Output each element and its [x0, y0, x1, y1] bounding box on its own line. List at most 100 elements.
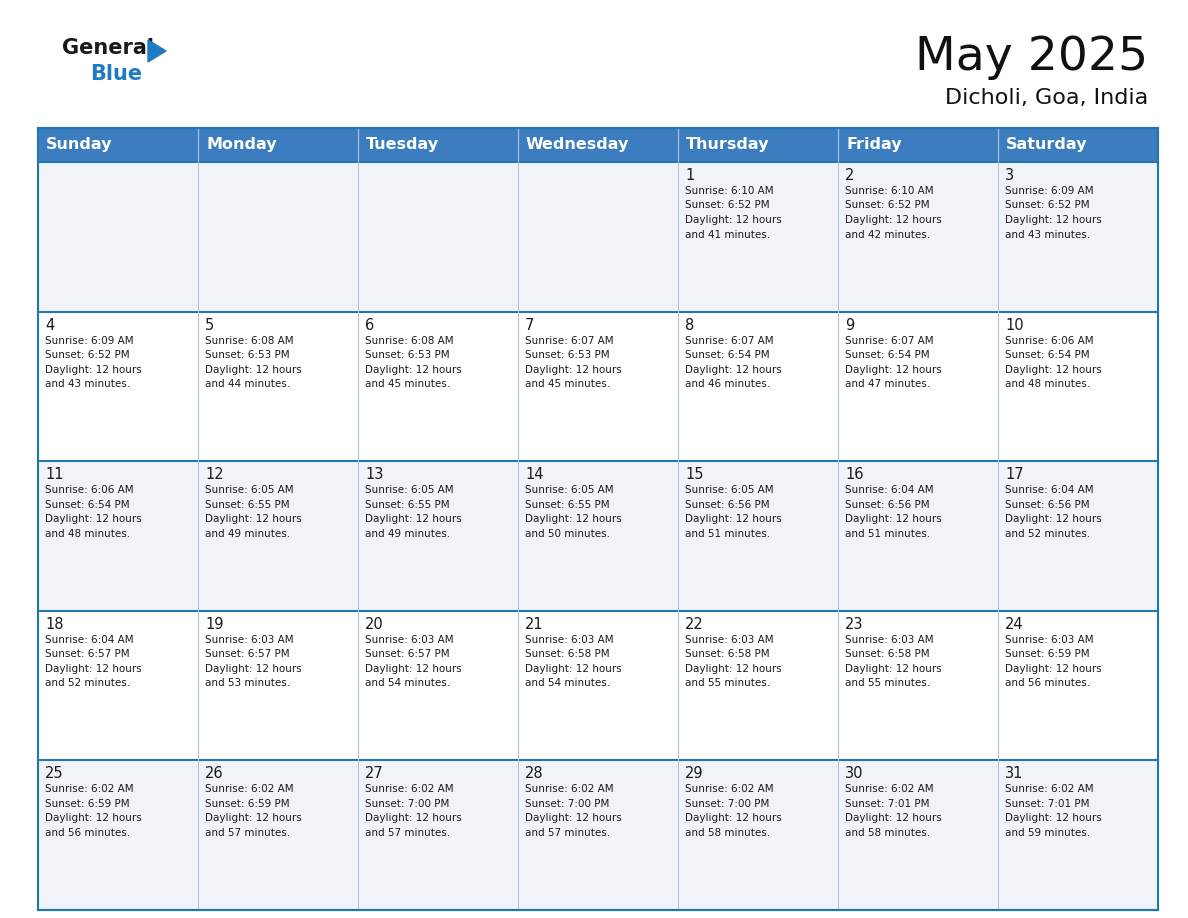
Text: Daylight: 12 hours: Daylight: 12 hours	[525, 813, 621, 823]
Text: Sunrise: 6:09 AM: Sunrise: 6:09 AM	[45, 336, 133, 345]
Text: 11: 11	[45, 467, 63, 482]
Text: and 52 minutes.: and 52 minutes.	[1005, 529, 1091, 539]
Bar	[38, 760, 1158, 910]
Text: Daylight: 12 hours: Daylight: 12 hours	[845, 813, 942, 823]
Text: and 57 minutes.: and 57 minutes.	[525, 828, 611, 838]
Text: 23: 23	[845, 617, 864, 632]
Text: Sunrise: 6:02 AM: Sunrise: 6:02 AM	[1005, 784, 1094, 794]
Text: Sunset: 6:54 PM: Sunset: 6:54 PM	[845, 350, 930, 360]
Text: Daylight: 12 hours: Daylight: 12 hours	[206, 664, 302, 674]
Text: Daylight: 12 hours: Daylight: 12 hours	[1005, 514, 1101, 524]
Text: and 48 minutes.: and 48 minutes.	[1005, 379, 1091, 389]
Text: and 49 minutes.: and 49 minutes.	[365, 529, 450, 539]
Text: and 56 minutes.: and 56 minutes.	[1005, 678, 1091, 688]
Text: Sunset: 6:54 PM: Sunset: 6:54 PM	[685, 350, 770, 360]
Text: Sunrise: 6:04 AM: Sunrise: 6:04 AM	[45, 635, 133, 644]
Text: 12: 12	[206, 467, 223, 482]
Text: Daylight: 12 hours: Daylight: 12 hours	[685, 664, 782, 674]
Text: and 44 minutes.: and 44 minutes.	[206, 379, 290, 389]
Text: and 54 minutes.: and 54 minutes.	[365, 678, 450, 688]
Text: and 59 minutes.: and 59 minutes.	[1005, 828, 1091, 838]
Text: Sunset: 6:57 PM: Sunset: 6:57 PM	[45, 649, 129, 659]
Text: Sunset: 6:53 PM: Sunset: 6:53 PM	[365, 350, 449, 360]
Text: Daylight: 12 hours: Daylight: 12 hours	[685, 813, 782, 823]
Text: and 52 minutes.: and 52 minutes.	[45, 678, 131, 688]
Text: and 53 minutes.: and 53 minutes.	[206, 678, 290, 688]
Text: 24: 24	[1005, 617, 1024, 632]
Bar	[38, 128, 1158, 910]
Text: Saturday: Saturday	[1006, 138, 1087, 152]
Text: and 51 minutes.: and 51 minutes.	[685, 529, 770, 539]
Text: Daylight: 12 hours: Daylight: 12 hours	[1005, 215, 1101, 225]
Polygon shape	[148, 40, 166, 62]
Text: Sunset: 6:54 PM: Sunset: 6:54 PM	[1005, 350, 1089, 360]
Text: Daylight: 12 hours: Daylight: 12 hours	[45, 664, 141, 674]
Text: 18: 18	[45, 617, 63, 632]
Text: Sunrise: 6:06 AM: Sunrise: 6:06 AM	[1005, 336, 1094, 345]
Text: Sunset: 6:56 PM: Sunset: 6:56 PM	[1005, 499, 1089, 509]
Text: Daylight: 12 hours: Daylight: 12 hours	[206, 364, 302, 375]
Text: Sunrise: 6:07 AM: Sunrise: 6:07 AM	[845, 336, 934, 345]
Text: 1: 1	[685, 168, 694, 183]
Text: Sunset: 6:58 PM: Sunset: 6:58 PM	[525, 649, 609, 659]
Text: and 56 minutes.: and 56 minutes.	[45, 828, 131, 838]
Text: Sunrise: 6:03 AM: Sunrise: 6:03 AM	[845, 635, 934, 644]
Text: and 45 minutes.: and 45 minutes.	[525, 379, 611, 389]
Text: Sunset: 6:52 PM: Sunset: 6:52 PM	[685, 200, 770, 210]
Text: Sunrise: 6:03 AM: Sunrise: 6:03 AM	[1005, 635, 1094, 644]
Text: 7: 7	[525, 318, 535, 332]
Text: Sunset: 6:53 PM: Sunset: 6:53 PM	[525, 350, 609, 360]
Bar	[38, 128, 1158, 162]
Text: Sunset: 6:54 PM: Sunset: 6:54 PM	[45, 499, 129, 509]
Text: and 55 minutes.: and 55 minutes.	[685, 678, 770, 688]
Text: Sunrise: 6:03 AM: Sunrise: 6:03 AM	[525, 635, 614, 644]
Bar	[38, 610, 1158, 760]
Text: 19: 19	[206, 617, 223, 632]
Text: 29: 29	[685, 767, 703, 781]
Text: Sunset: 7:01 PM: Sunset: 7:01 PM	[1005, 799, 1089, 809]
Text: 28: 28	[525, 767, 544, 781]
Text: and 42 minutes.: and 42 minutes.	[845, 230, 930, 240]
Text: Friday: Friday	[846, 138, 902, 152]
Text: Daylight: 12 hours: Daylight: 12 hours	[365, 364, 462, 375]
Text: Daylight: 12 hours: Daylight: 12 hours	[365, 664, 462, 674]
Text: 30: 30	[845, 767, 864, 781]
Text: Sunrise: 6:02 AM: Sunrise: 6:02 AM	[685, 784, 773, 794]
Text: Daylight: 12 hours: Daylight: 12 hours	[45, 364, 141, 375]
Text: Dicholi, Goa, India: Dicholi, Goa, India	[944, 88, 1148, 108]
Text: Daylight: 12 hours: Daylight: 12 hours	[206, 813, 302, 823]
Text: Sunday: Sunday	[46, 138, 113, 152]
Text: Sunrise: 6:02 AM: Sunrise: 6:02 AM	[206, 784, 293, 794]
Text: Daylight: 12 hours: Daylight: 12 hours	[845, 664, 942, 674]
Text: Sunset: 6:53 PM: Sunset: 6:53 PM	[206, 350, 290, 360]
Text: and 48 minutes.: and 48 minutes.	[45, 529, 131, 539]
Text: Sunrise: 6:02 AM: Sunrise: 6:02 AM	[45, 784, 133, 794]
Text: Sunrise: 6:10 AM: Sunrise: 6:10 AM	[685, 186, 773, 196]
Text: Sunrise: 6:06 AM: Sunrise: 6:06 AM	[45, 486, 133, 495]
Text: May 2025: May 2025	[915, 35, 1148, 80]
Text: Sunset: 6:59 PM: Sunset: 6:59 PM	[45, 799, 129, 809]
Text: 2: 2	[845, 168, 854, 183]
Text: Sunset: 6:52 PM: Sunset: 6:52 PM	[45, 350, 129, 360]
Text: Sunset: 7:00 PM: Sunset: 7:00 PM	[685, 799, 770, 809]
Text: and 50 minutes.: and 50 minutes.	[525, 529, 609, 539]
Text: Thursday: Thursday	[685, 138, 770, 152]
Text: Sunrise: 6:09 AM: Sunrise: 6:09 AM	[1005, 186, 1094, 196]
Text: Daylight: 12 hours: Daylight: 12 hours	[845, 514, 942, 524]
Bar	[38, 461, 1158, 610]
Text: 9: 9	[845, 318, 854, 332]
Text: Sunset: 7:00 PM: Sunset: 7:00 PM	[365, 799, 449, 809]
Text: Daylight: 12 hours: Daylight: 12 hours	[365, 813, 462, 823]
Text: 31: 31	[1005, 767, 1023, 781]
Text: Sunrise: 6:08 AM: Sunrise: 6:08 AM	[206, 336, 293, 345]
Text: and 41 minutes.: and 41 minutes.	[685, 230, 770, 240]
Text: and 43 minutes.: and 43 minutes.	[1005, 230, 1091, 240]
Text: Daylight: 12 hours: Daylight: 12 hours	[525, 664, 621, 674]
Text: Sunset: 6:59 PM: Sunset: 6:59 PM	[1005, 649, 1089, 659]
Text: Sunrise: 6:03 AM: Sunrise: 6:03 AM	[365, 635, 454, 644]
Text: Daylight: 12 hours: Daylight: 12 hours	[525, 364, 621, 375]
Text: Daylight: 12 hours: Daylight: 12 hours	[685, 364, 782, 375]
Text: and 54 minutes.: and 54 minutes.	[525, 678, 611, 688]
Text: Sunset: 6:52 PM: Sunset: 6:52 PM	[1005, 200, 1089, 210]
Text: Daylight: 12 hours: Daylight: 12 hours	[1005, 664, 1101, 674]
